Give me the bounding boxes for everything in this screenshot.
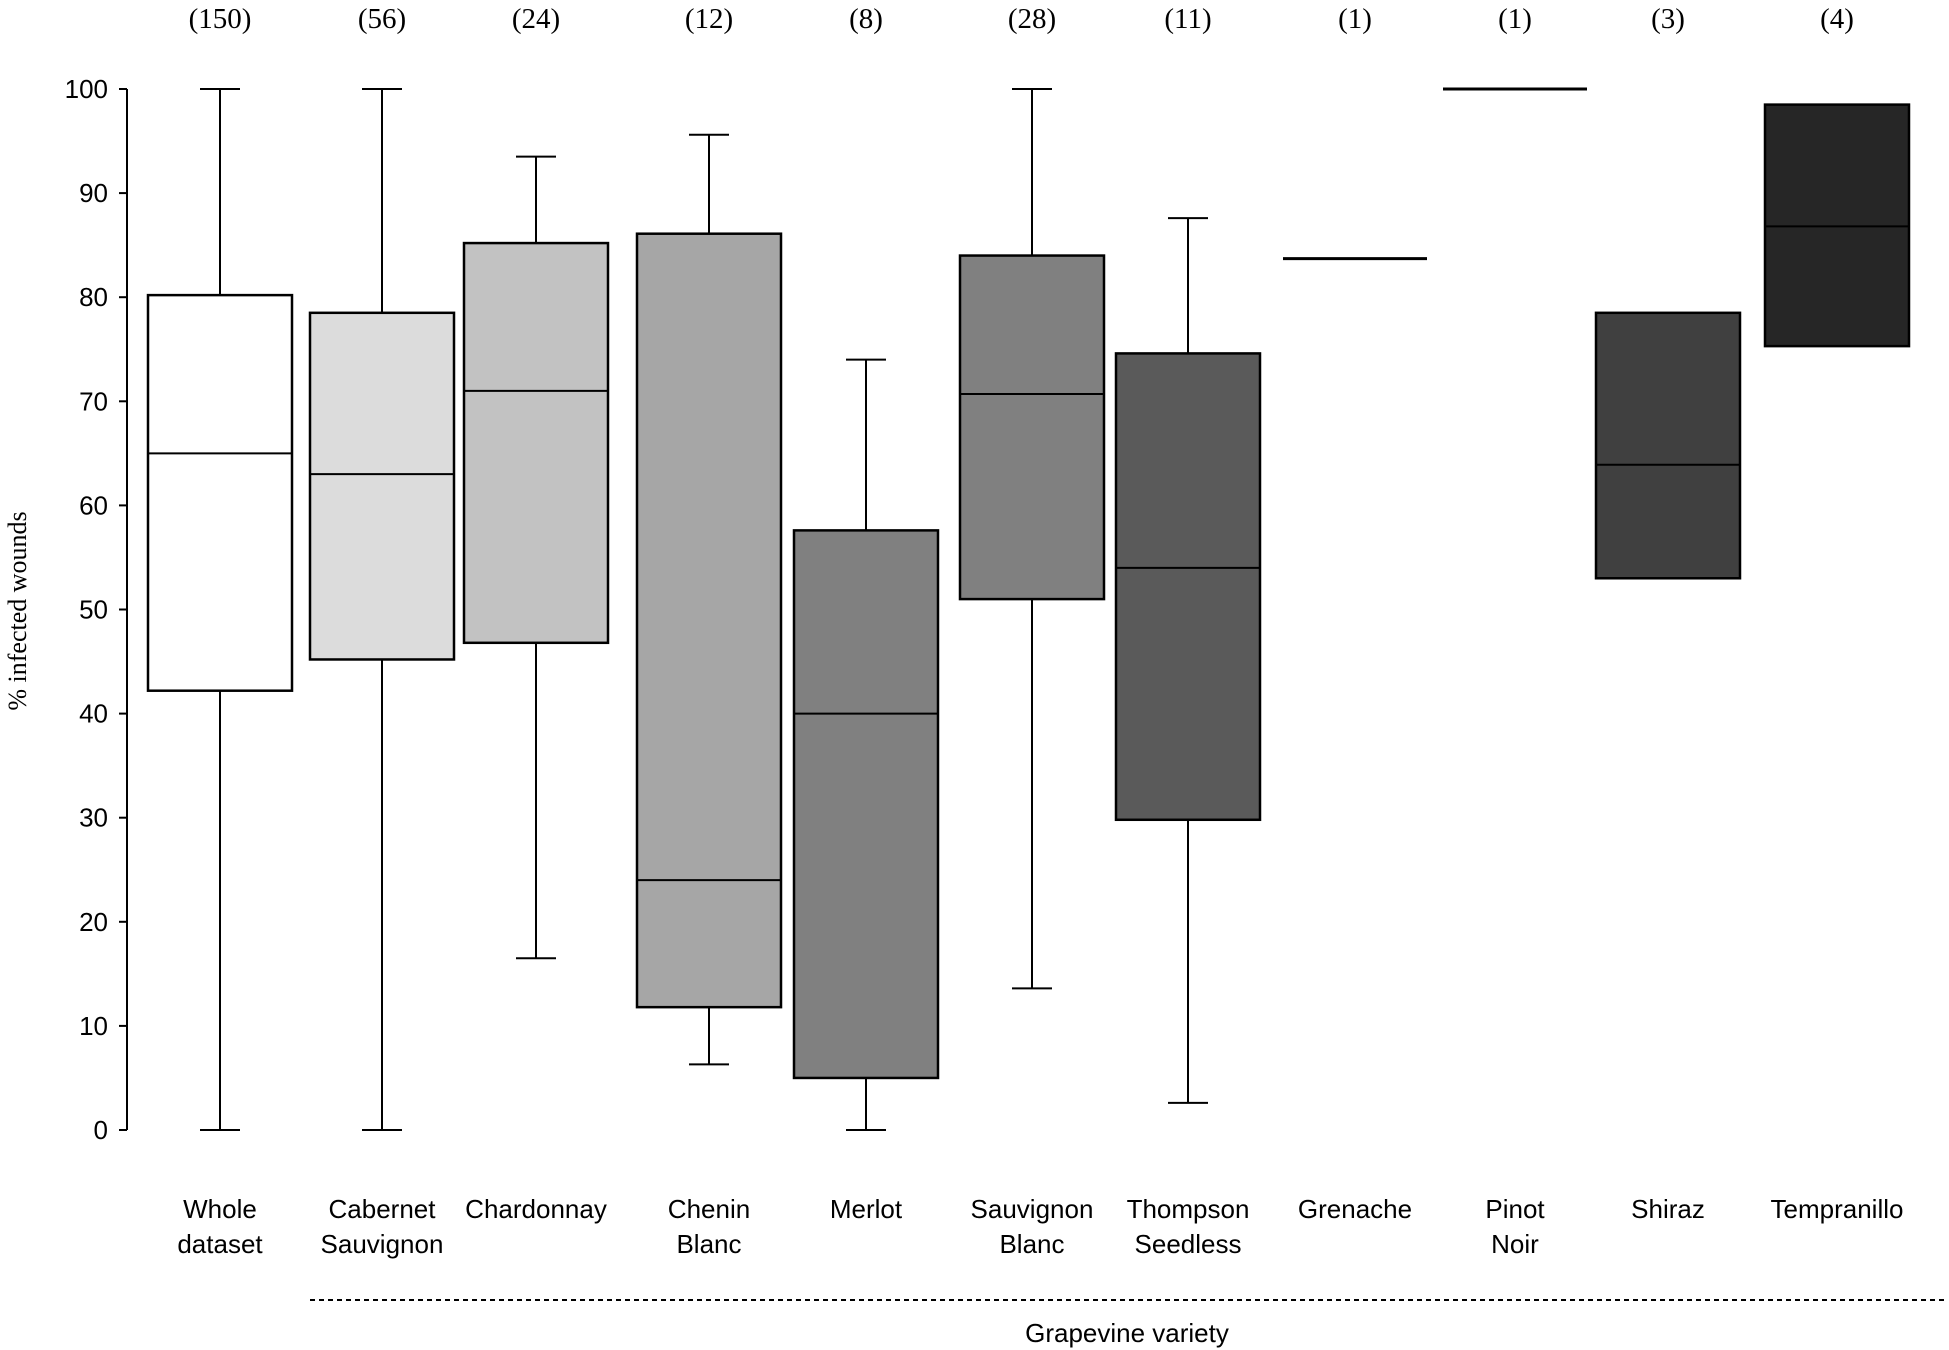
y-axis-ticks: 0 10 20 30 40 50 60 70 80 90 100 — [65, 74, 127, 1145]
iqr-box — [308, 311, 456, 661]
sample-size-label: (1) — [1498, 3, 1532, 35]
y-tick-label: 20 — [79, 907, 108, 937]
y-tick-label: 30 — [79, 803, 108, 833]
y-tick-label: 80 — [79, 282, 108, 312]
box-group: (24) Chardonnay — [462, 3, 610, 1224]
y-tick-label: 10 — [79, 1011, 108, 1041]
iqr-box — [1114, 352, 1262, 822]
y-tick-label: 100 — [65, 74, 108, 104]
box-group: (28) Sauvignon Blanc — [958, 3, 1106, 1259]
iqr-box — [1763, 103, 1911, 348]
box-group: (8) Merlot — [792, 3, 940, 1224]
y-tick-label: 90 — [79, 178, 108, 208]
category-label: Grenache — [1298, 1194, 1412, 1224]
category-label: Shiraz — [1631, 1194, 1705, 1224]
sample-size-label: (28) — [1008, 3, 1056, 35]
box-group: (11) Thompson Seedless — [1114, 3, 1262, 1259]
category-label: Chardonnay — [465, 1194, 607, 1224]
box-group: (4) Tempranillo — [1763, 3, 1911, 1224]
iqr-box — [635, 232, 783, 1009]
box-group: (1) Pinot Noir — [1443, 3, 1587, 1259]
category-label: Merlot — [830, 1194, 903, 1224]
y-axis-title: % infected wounds — [3, 511, 32, 710]
box-group: (150) Whole dataset — [146, 3, 294, 1259]
box-group: (1) Grenache — [1283, 3, 1427, 1224]
y-tick-label: 70 — [79, 386, 108, 416]
y-tick-label: 60 — [79, 490, 108, 520]
box-group: (12) Chenin Blanc — [635, 3, 783, 1259]
sample-size-label: (56) — [358, 3, 406, 35]
sample-size-label: (8) — [849, 3, 883, 35]
iqr-box — [1594, 311, 1742, 580]
box-group: (3) Shiraz — [1594, 3, 1742, 1224]
sample-size-label: (24) — [512, 3, 560, 35]
y-tick-label: 0 — [94, 1115, 108, 1145]
x-axis-title: Grapevine variety — [1025, 1318, 1229, 1348]
y-tick-label: 50 — [79, 595, 108, 625]
sample-size-label: (12) — [685, 3, 733, 35]
category-label: Pinot Noir — [1485, 1194, 1545, 1259]
box-series: (150) Whole dataset (56) Cabernet Sauvignon (2… — [146, 3, 1911, 1259]
category-label: Whole dataset — [177, 1194, 263, 1259]
category-label: Chenin Blanc — [668, 1194, 750, 1259]
sample-size-label: (4) — [1820, 3, 1854, 35]
sample-size-label: (11) — [1164, 3, 1211, 35]
sample-size-label: (150) — [189, 3, 252, 35]
category-label: Tempranillo — [1771, 1194, 1904, 1224]
category-label: Thompson Seedless — [1127, 1194, 1250, 1259]
sample-size-label: (1) — [1338, 3, 1372, 35]
iqr-box — [958, 254, 1106, 601]
y-tick-label: 40 — [79, 699, 108, 729]
category-label: Cabernet Sauvignon — [321, 1194, 444, 1259]
sample-size-label: (3) — [1651, 3, 1685, 35]
box-group: (56) Cabernet Sauvignon — [308, 3, 456, 1259]
iqr-box — [792, 529, 940, 1080]
iqr-box — [146, 293, 294, 692]
iqr-box — [462, 241, 610, 645]
category-label: Sauvignon Blanc — [971, 1194, 1094, 1259]
